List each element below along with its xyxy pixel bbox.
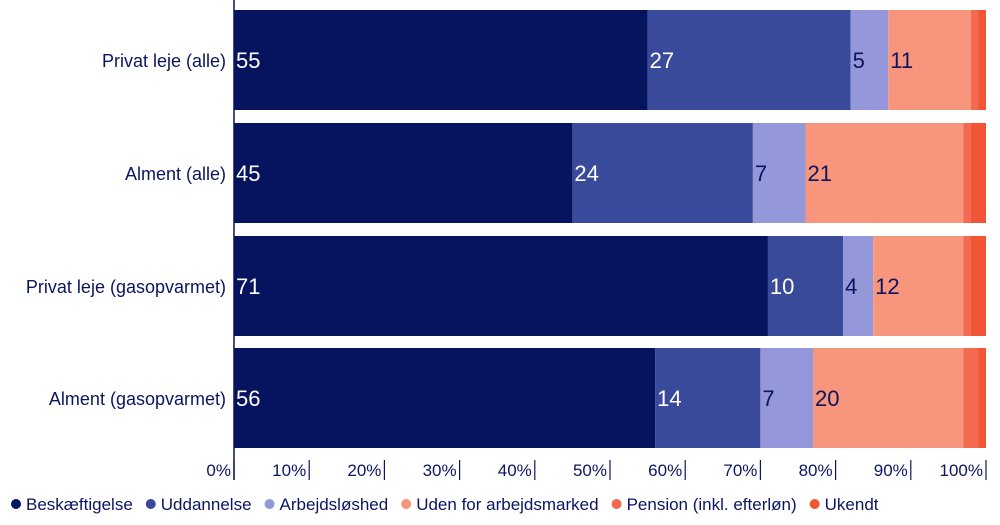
data-label: 21 [808, 161, 832, 186]
bar-segment [234, 348, 656, 448]
data-label: 24 [574, 161, 598, 186]
data-label: 11 [890, 48, 913, 73]
bar-segment [752, 123, 806, 223]
bar-segment [888, 10, 971, 110]
data-label: 7 [762, 386, 774, 411]
x-axis: 0% 10% 20% 30% 40% 50% 60% 70% 80% 90% 100% [206, 0, 987, 480]
x-tick-label: 10% [272, 461, 306, 480]
x-tick-label: 70% [723, 461, 757, 480]
legend-swatch [401, 499, 412, 509]
bar-segment [963, 236, 971, 336]
bar-segment [963, 123, 971, 223]
legend-label: Beskæftigelse [26, 495, 133, 514]
data-label: 71 [236, 274, 260, 299]
bar-segment [843, 236, 874, 336]
data-label: 7 [755, 161, 767, 186]
legend: Beskæftigelse Uddannelse Arbejdsløshed Uden… [11, 495, 879, 514]
bar-segment [234, 10, 648, 110]
bar-segment [873, 236, 964, 336]
data-labels-group: 55 27 5 11 45 24 7 21 71 10 4 12 56 14 7 20 [236, 48, 913, 411]
bar-segment [234, 123, 573, 223]
bar-segment [805, 123, 964, 223]
bar-segment [655, 348, 761, 448]
legend-label: Ukendt [825, 495, 879, 514]
data-label: 20 [815, 386, 839, 411]
bar-segment [813, 348, 964, 448]
x-tick-label: 20% [347, 461, 381, 480]
x-tick-label: 90% [874, 461, 908, 480]
data-label: 4 [845, 274, 857, 299]
bar-segment [963, 348, 979, 448]
bar-segment [760, 348, 814, 448]
bar-segment [234, 236, 768, 336]
x-tick-label: 30% [423, 461, 457, 480]
bar-segment [767, 236, 844, 336]
bar-segment [970, 236, 986, 336]
x-tick-label: 80% [799, 461, 833, 480]
data-label: 14 [657, 386, 681, 411]
x-tick-label: 0% [206, 461, 231, 480]
legend-swatch [11, 499, 21, 509]
data-label: 55 [236, 48, 260, 73]
bar-segment [647, 10, 851, 110]
bar-segment [978, 348, 986, 448]
category-label: Privat leje (alle) [102, 51, 226, 71]
bar-segment [978, 10, 986, 110]
data-label: 5 [853, 48, 865, 73]
x-tick-label: 60% [648, 461, 682, 480]
x-tick-label: 50% [573, 461, 607, 480]
legend-label: Arbejdsløshed [280, 495, 389, 514]
bar-segment [970, 123, 986, 223]
legend-swatch [145, 499, 156, 509]
legend-swatch [264, 499, 275, 509]
data-label: 56 [236, 386, 260, 411]
bar-segment [850, 10, 889, 110]
data-label: 45 [236, 161, 260, 186]
x-tick-label: 100% [940, 461, 983, 480]
category-labels-group: Privat leje (alle) Alment (alle) Privat le… [26, 51, 226, 409]
x-tick-label: 40% [498, 461, 532, 480]
data-label: 27 [650, 48, 674, 73]
data-label: 10 [770, 274, 794, 299]
bars-group [234, 10, 986, 448]
legend-swatch [809, 499, 820, 509]
category-label: Alment (alle) [125, 164, 226, 184]
category-label: Alment (gasopvarmet) [49, 389, 226, 409]
bar-segment [970, 10, 979, 110]
legend-label: Uden for arbejdsmarked [416, 495, 598, 514]
data-label: 12 [875, 274, 899, 299]
bar-segment [572, 123, 753, 223]
legend-swatch [611, 499, 622, 509]
legend-label: Pension (inkl. efterløn) [627, 495, 797, 514]
category-label: Privat leje (gasopvarmet) [26, 277, 226, 297]
legend-label: Uddannelse [161, 495, 252, 514]
